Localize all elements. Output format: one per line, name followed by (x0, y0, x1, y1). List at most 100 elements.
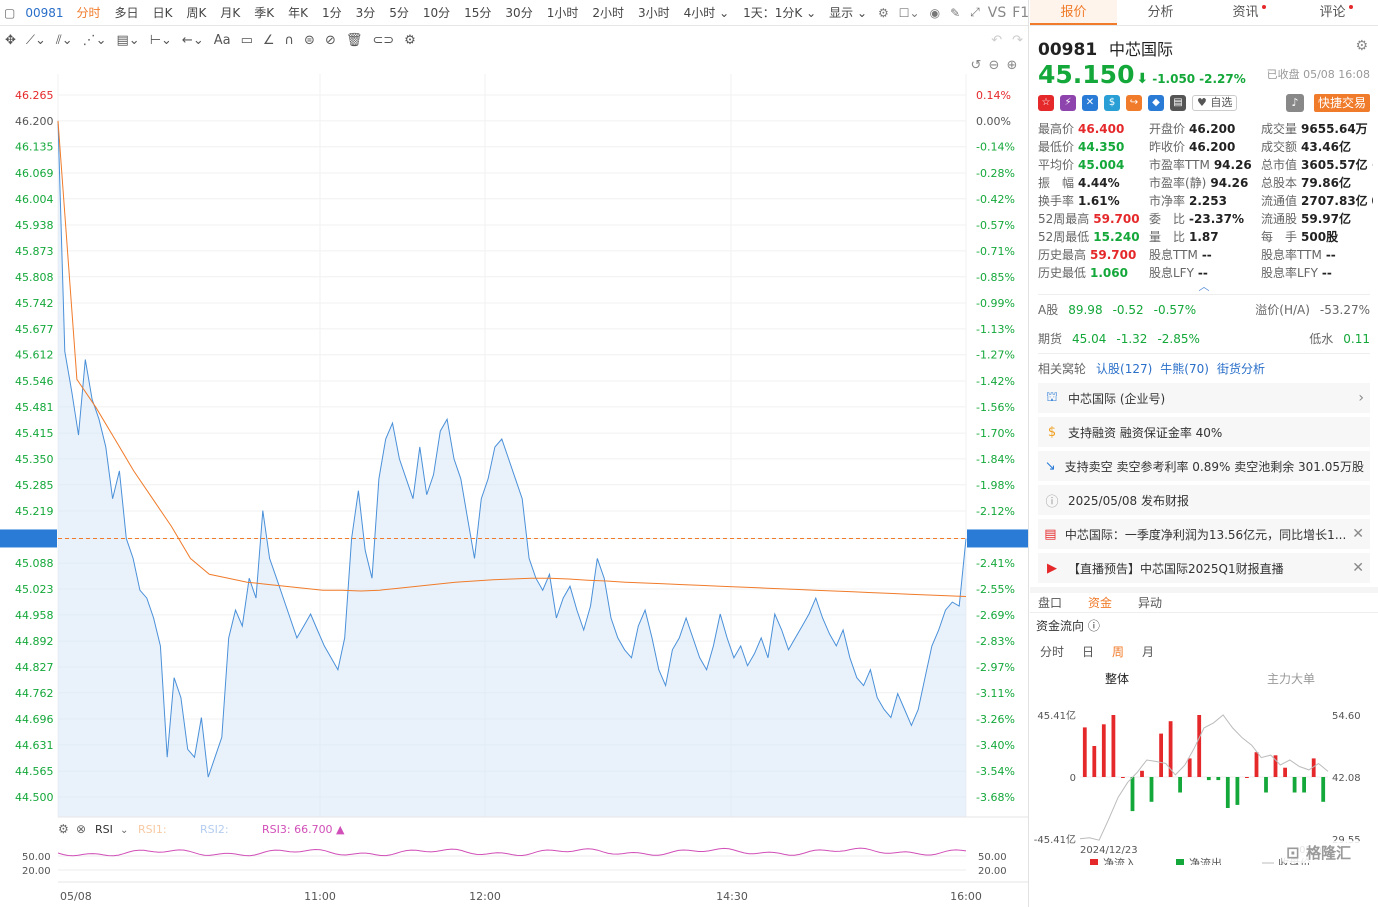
rsi-settings-icon[interactable]: ⚙ (58, 822, 69, 836)
tag-icon[interactable]: ◆ (1148, 95, 1164, 111)
link-icon[interactable]: ⊂⊃ (372, 32, 395, 48)
timeframe-14[interactable]: 2小时 (592, 6, 624, 20)
doc-icon[interactable]: ▤ (1170, 95, 1186, 111)
timeframe-2[interactable]: 日K (152, 6, 173, 20)
period-tab-3[interactable]: 月 (1142, 645, 1155, 659)
hk-star-icon[interactable]: ☆ (1038, 95, 1054, 111)
quote-settings-icon[interactable]: ⚙ (1355, 38, 1368, 54)
pen-icon[interactable]: ✎ (950, 5, 961, 20)
hide-icon[interactable]: ⊘ (324, 32, 336, 48)
timeframe-13[interactable]: 1小时 (546, 6, 579, 20)
shuffle-icon[interactable]: ✕ (1082, 95, 1098, 111)
move-icon[interactable]: ✥ (5, 32, 16, 48)
tab-3[interactable]: 评论 (1291, 0, 1378, 25)
f10-button[interactable]: F10 (1012, 4, 1028, 21)
cbbc-link[interactable]: 牛熊(70) (1160, 362, 1209, 376)
banner-icon: ▶ (1047, 560, 1057, 576)
eraser-icon[interactable]: ∠ (262, 32, 275, 48)
street-analysis-link[interactable]: 街货分析 (1216, 362, 1265, 376)
timeframe-7[interactable]: 1分 (321, 6, 342, 20)
add-watchlist-button[interactable]: ♥ 自选 (1192, 95, 1238, 111)
timeframe-11[interactable]: 15分 (464, 6, 492, 20)
stock-code-tab[interactable]: 00981 (25, 5, 64, 20)
checkbox-icon[interactable]: ☐⌄ (898, 5, 920, 20)
banner-icon: ↘ (1044, 458, 1056, 474)
timeframe-15[interactable]: 3小时 (637, 6, 670, 20)
timeframe-16[interactable]: 4小时 ⌄ (683, 6, 730, 20)
undo-icon[interactable]: ↶ (991, 32, 1003, 48)
timeframe-9[interactable]: 5分 (389, 6, 409, 20)
banner-3[interactable]: ⓘ 2025/05/08 发布财报 (1038, 485, 1370, 515)
channel-tool-icon[interactable]: ⫽⌄ (55, 32, 73, 48)
range-tool-icon[interactable]: ⊢⌄ (149, 32, 172, 48)
banner-2[interactable]: ↘ 支持卖空 卖空参考利率 0.89% 卖空池剩余 301.05万股 (1038, 451, 1370, 481)
timeframe-8[interactable]: 3分 (355, 6, 376, 20)
period-tab-0[interactable]: 分时 (1040, 645, 1065, 659)
window-icon[interactable]: ▢ (4, 5, 16, 20)
fullscreen-icon[interactable]: ⤢ (970, 5, 980, 19)
y-tick-label: 45.350 (15, 453, 54, 466)
fib-tool-icon[interactable]: ▤⌄ (116, 32, 140, 48)
close-icon[interactable]: ✕ (1352, 560, 1364, 576)
close-icon[interactable]: ✕ (1352, 526, 1364, 542)
banner-5[interactable]: ▶ 【直播预告】中芯国际2025Q1财报直播 ✕ (1038, 553, 1370, 583)
period-tab-1[interactable]: 日 (1082, 645, 1095, 659)
collapse-chevron-icon[interactable]: ︿ (1198, 280, 1210, 293)
dollar-icon[interactable]: $ (1104, 95, 1120, 111)
text-tool-icon[interactable]: Aa (213, 32, 231, 48)
timeframe-12[interactable]: 30分 (505, 6, 533, 20)
tab-1[interactable]: 分析 (1117, 0, 1204, 25)
timeframe-6[interactable]: 年K (288, 6, 308, 20)
toolbar-settings-icon[interactable]: ⚙ (404, 32, 416, 48)
timeframe-5[interactable]: 季K (254, 6, 275, 20)
timeframe-17[interactable]: 1天：1分K ⌄ (743, 6, 817, 20)
timeframe-1[interactable]: 多日 (114, 6, 139, 20)
timeframe-3[interactable]: 周K (186, 6, 207, 20)
reset-icon[interactable]: ↺ (971, 58, 982, 73)
banner-0[interactable]: ⛫ 中芯国际 (企业号) › (1038, 383, 1370, 413)
money-tab-2[interactable]: 异动 (1138, 596, 1163, 610)
settings-icon[interactable]: ⚙ (878, 5, 889, 20)
magnet-icon[interactable]: ∩ (284, 32, 295, 48)
tab-0[interactable]: 报价 (1030, 0, 1117, 25)
alert-bell-icon[interactable]: ♪ (1285, 94, 1304, 112)
line-tool-icon[interactable]: ⟋⌄ (25, 32, 46, 48)
redirect-icon[interactable]: ↪ (1126, 95, 1142, 111)
quick-trade-button[interactable]: 快捷交易 (1313, 94, 1370, 112)
redo-icon[interactable]: ↷ (1012, 32, 1023, 48)
period-tab-2[interactable]: 周 (1112, 645, 1125, 659)
comment-tool-icon[interactable]: ▭ (240, 32, 253, 48)
stat-value: -- (1321, 266, 1332, 280)
money-tab-0[interactable]: 盘口 (1038, 596, 1063, 610)
overall-tab[interactable]: 整体 (1104, 672, 1129, 686)
lock-icon[interactable]: ⊜ (304, 32, 315, 48)
flow-bar (1178, 777, 1182, 793)
vs-button[interactable]: VS (987, 4, 1007, 21)
camera-icon[interactable]: ◉ (929, 5, 941, 20)
tab-2[interactable]: 资讯 (1204, 0, 1291, 25)
money-tab-1[interactable]: 资金 (1088, 596, 1113, 610)
wave-tool-icon[interactable]: ⋰⌄ (82, 32, 107, 48)
rsi-dropdown-icon[interactable]: ⌄ (120, 825, 128, 836)
rsi-close-icon[interactable]: ⊗ (76, 822, 86, 836)
call-warrants-link[interactable]: 认股(127) (1096, 362, 1153, 376)
major-orders-tab[interactable]: 主力大单 (1266, 672, 1315, 686)
zoom-out-icon[interactable]: ⊖ (989, 58, 1000, 73)
zoom-in-icon[interactable]: ⊕ (1007, 58, 1018, 73)
timeframe-0[interactable]: 分时 (76, 6, 101, 20)
money-flow-chart[interactable]: 45.41亿54.60042.08-45.41亿29.552024/12/230… (1030, 693, 1378, 870)
timeframe-4[interactable]: 月K (220, 6, 241, 20)
panel-divider[interactable] (1028, 0, 1029, 907)
flow-bar (1283, 767, 1287, 777)
flash-icon[interactable]: ⚡ (1060, 95, 1076, 111)
banner-4[interactable]: ▤ 中芯国际：一季度净利润为13.56亿元，同比增长1... ✕ (1038, 519, 1370, 549)
display-menu[interactable]: 显示 ⌄ (829, 6, 868, 20)
delete-icon[interactable]: 🗑 (345, 32, 363, 48)
arrow-tool-icon[interactable]: ←⌄ (181, 32, 204, 48)
intraday-chart[interactable]: 46.265 0.14% 46.200 0.00% 46.135 -0.14% 46.069… (0, 54, 1028, 907)
banner-text: 中芯国际：一季度净利润为13.56亿元，同比增长1... (1064, 527, 1347, 542)
rsi-label[interactable]: RSI (95, 823, 113, 836)
chevron-right-icon[interactable]: › (1358, 390, 1364, 406)
banner-1[interactable]: $ 支持融资 融资保证金率 40% (1038, 417, 1370, 447)
timeframe-10[interactable]: 10分 (422, 6, 451, 20)
